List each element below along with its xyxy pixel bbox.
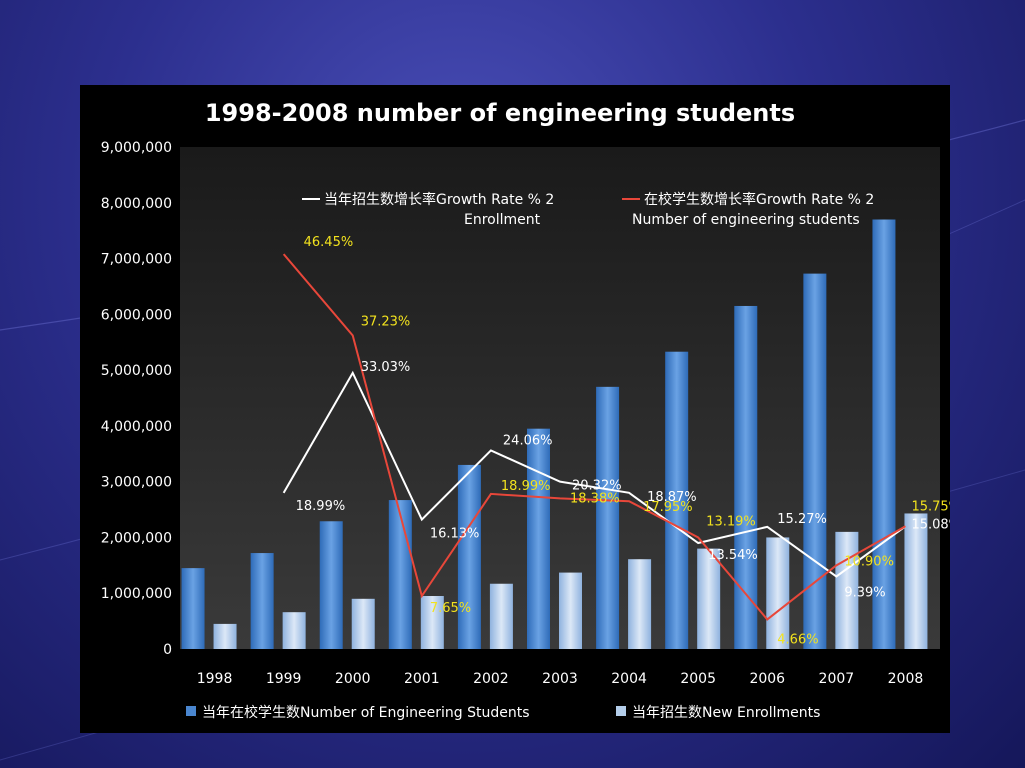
bar-new-enrollments (628, 559, 652, 649)
y-axis: 0 1,000,000 2,000,000 3,000,000 4,000,000 5,0… (101, 140, 172, 658)
y-tick-label: 4,000,000 (101, 419, 172, 435)
bar-new-enrollments (213, 623, 237, 649)
x-tick-label: 2007 (819, 671, 855, 687)
y-tick-label: 6,000,000 (101, 307, 172, 323)
bar-engineering-students (596, 386, 620, 649)
bar-new-enrollments (351, 598, 375, 649)
chart-svg: 1998-2008 number of engineering students… (101, 99, 950, 721)
bar-engineering-students (319, 521, 343, 649)
growth-line-students-label: 15.75% (911, 499, 950, 514)
growth-line-students-label: 17.95% (643, 500, 693, 515)
bar-new-enrollments (282, 612, 306, 649)
growth-line-enrollment-label: 15.27% (777, 512, 827, 527)
bar-engineering-students (181, 568, 205, 649)
y-tick-label: 0 (163, 642, 172, 658)
y-tick-label: 8,000,000 (101, 196, 172, 212)
bars (181, 219, 928, 649)
x-tick-label: 2005 (680, 671, 716, 687)
x-tick-label: 2001 (404, 671, 440, 687)
bar-engineering-students (388, 500, 412, 649)
legend-bar-students-swatch (186, 706, 196, 716)
y-tick-label: 5,000,000 (101, 363, 172, 379)
growth-line-enrollment-label: 18.87% (647, 490, 697, 505)
growth-line-students-label: 37.23% (361, 315, 411, 330)
bar-new-enrollments (766, 537, 790, 649)
y-tick-label: 1,000,000 (101, 586, 172, 602)
y-tick-label: 2,000,000 (101, 530, 172, 546)
growth-line-enrollment (282, 370, 907, 578)
growth-line-enrollment-label: 9.39% (844, 585, 885, 600)
legend-line-enrollment-sublabel: Enrollment (464, 212, 541, 228)
growth-line-enrollment-label: 33.03% (361, 360, 411, 375)
legend-line-enrollment-label: 当年招生数增长率Growth Rate % 2 (324, 191, 554, 208)
bar-new-enrollments (559, 572, 582, 649)
bar-new-enrollments (697, 548, 721, 649)
line-legend: 当年招生数增长率Growth Rate % 2 Enrollment 在校学生数… (302, 191, 874, 228)
x-tick-label: 1998 (197, 671, 233, 687)
growth-line-students-label: 13.19% (706, 514, 756, 529)
bar-new-enrollments (835, 531, 859, 649)
x-axis: 1998 1999 2000 2001 2002 2003 2004 2005 2006 2007… (197, 671, 924, 687)
bar-engineering-students (250, 553, 274, 649)
growth-line-students-label: 7.65% (430, 601, 471, 616)
growth-line-students-label: 18.99% (501, 479, 551, 494)
bar-new-enrollments (420, 596, 444, 649)
growth-labels: 18.99% 33.03% 16.13% 24.06% 20.32% 18.87% 13.5… (296, 235, 950, 647)
growth-line-enrollment-label: 16.13% (430, 527, 480, 542)
x-tick-label: 2000 (335, 671, 371, 687)
growth-line-enrollment-label: 24.06% (503, 433, 553, 448)
growth-line-enrollment-label: 13.54% (708, 548, 758, 563)
x-tick-label: 2003 (542, 671, 578, 687)
growth-line-students-label: 18.38% (570, 491, 620, 506)
bar-new-enrollments (489, 583, 513, 649)
bar-new-enrollments (904, 513, 928, 649)
bar-engineering-students (734, 305, 758, 649)
bar-engineering-students (665, 351, 689, 649)
x-tick-label: 2004 (611, 671, 647, 687)
y-tick-label: 7,000,000 (101, 252, 172, 268)
growth-line-students-label: 46.45% (304, 235, 354, 250)
growth-line-enrollment-label: 15.08% (911, 517, 950, 532)
x-tick-label: 1999 (266, 671, 302, 687)
growth-lines (282, 253, 907, 621)
y-tick-label: 9,000,000 (101, 140, 172, 156)
legend-bar-enrollments-swatch (616, 706, 626, 716)
x-tick-label: 2006 (749, 671, 785, 687)
chart-frame: 1998-2008 number of engineering students… (80, 85, 950, 733)
y-tick-label: 3,000,000 (101, 475, 172, 491)
chart-title: 1998-2008 number of engineering students (205, 99, 795, 127)
legend-bar-students-label: 当年在校学生数Number of Engineering Students (202, 704, 530, 721)
growth-line-enrollment-label: 18.99% (296, 499, 346, 514)
bar-engineering-students (457, 464, 481, 649)
growth-line-students-label: 4.66% (777, 632, 818, 647)
x-tick-label: 2002 (473, 671, 509, 687)
legend-line-students-label: 在校学生数增长率Growth Rate % 2 (644, 191, 874, 208)
growth-line-students-label: 10.90% (844, 554, 894, 569)
x-tick-label: 2008 (888, 671, 924, 687)
bar-engineering-students (803, 273, 827, 649)
bar-engineering-students (527, 428, 550, 649)
bar-legend: 当年在校学生数Number of Engineering Students 当年… (186, 704, 820, 721)
legend-line-students-sublabel: Number of engineering students (632, 212, 860, 228)
legend-bar-enrollments-label: 当年招生数New Enrollments (632, 705, 820, 721)
growth-line-students (282, 253, 906, 621)
growth-line-enrollment-label: 20.32% (572, 479, 622, 494)
